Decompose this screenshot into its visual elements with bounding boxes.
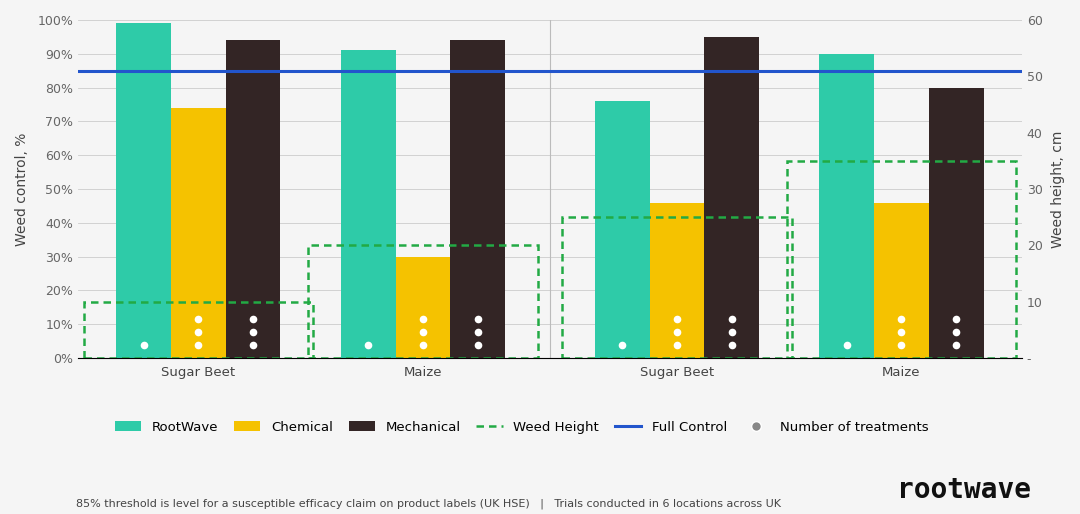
- Bar: [171, 108, 226, 358]
- Bar: [874, 203, 929, 358]
- Y-axis label: Weed height, cm: Weed height, cm: [1051, 131, 1065, 248]
- Bar: [117, 23, 171, 358]
- Y-axis label: Weed control, %: Weed control, %: [15, 132, 29, 246]
- Bar: [820, 54, 874, 358]
- Bar: [450, 40, 505, 358]
- Bar: [562, 217, 792, 358]
- Bar: [595, 101, 649, 358]
- Bar: [341, 50, 395, 358]
- Text: 85% threshold is level for a susceptible efficacy claim on product labels (UK HS: 85% threshold is level for a susceptible…: [76, 499, 781, 509]
- Text: rootwave: rootwave: [897, 476, 1031, 504]
- Bar: [226, 40, 281, 358]
- Bar: [649, 203, 704, 358]
- Bar: [786, 161, 1016, 358]
- Bar: [929, 87, 984, 358]
- Bar: [308, 245, 538, 358]
- Bar: [83, 302, 313, 358]
- Bar: [704, 37, 759, 358]
- Bar: [395, 256, 450, 358]
- Legend: RootWave, Chemical, Mechanical, Weed Height, Full Control, Number of treatments: RootWave, Chemical, Mechanical, Weed Hei…: [109, 415, 934, 439]
